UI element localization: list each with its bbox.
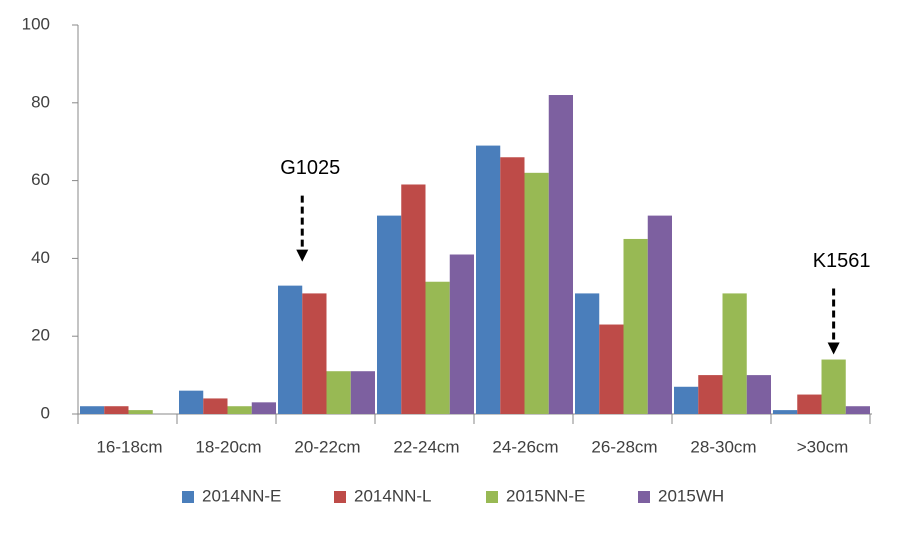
y-tick-label: 80 (31, 92, 50, 111)
bar (326, 371, 351, 414)
legend-label: 2015NN-E (506, 486, 585, 505)
bar (797, 394, 822, 414)
bar (647, 215, 672, 414)
x-tick-label: 16-18cm (96, 437, 162, 456)
y-tick-label: 40 (31, 248, 50, 267)
legend-label: 2014NN-L (354, 486, 432, 505)
bar (821, 359, 846, 414)
x-tick-label: 20-22cm (294, 437, 360, 456)
bar (746, 375, 771, 414)
x-tick-label: 28-30cm (690, 437, 756, 456)
bar (575, 293, 600, 414)
bar (698, 375, 723, 414)
bar (128, 410, 153, 414)
x-tick-label: 18-20cm (195, 437, 261, 456)
bar (599, 324, 624, 414)
bar (401, 184, 426, 414)
annotation-arrowhead (296, 249, 309, 262)
legend-swatch (638, 491, 650, 503)
bar (104, 406, 129, 414)
legend-label: 2014NN-E (202, 486, 281, 505)
legend-label: 2015WH (658, 486, 724, 505)
bar (476, 145, 501, 414)
bar (425, 281, 450, 414)
bar (449, 254, 474, 414)
legend-swatch (182, 491, 194, 503)
bar (227, 406, 252, 414)
bar (251, 402, 276, 414)
y-tick-label: 20 (31, 326, 50, 345)
bar (302, 293, 327, 414)
bar (722, 293, 747, 414)
y-tick-label: 100 (22, 14, 50, 33)
bar (548, 95, 573, 415)
annotation: K1561 (813, 250, 871, 272)
bar (845, 406, 870, 414)
annotation-arrowhead (827, 342, 840, 355)
x-tick-label: >30cm (797, 437, 849, 456)
bar (623, 238, 648, 414)
bar (350, 371, 375, 414)
x-tick-label: 24-26cm (492, 437, 558, 456)
bar (500, 157, 525, 414)
bar (377, 215, 402, 414)
bar (773, 410, 798, 414)
x-tick-label: 26-28cm (591, 437, 657, 456)
annotation: G1025 (280, 157, 340, 179)
x-tick-label: 22-24cm (393, 437, 459, 456)
bar (80, 406, 105, 414)
legend-swatch (486, 491, 498, 503)
bar (278, 285, 303, 414)
bar (674, 386, 699, 414)
legend-swatch (334, 491, 346, 503)
bar (179, 390, 204, 414)
y-tick-label: 0 (41, 403, 50, 422)
bar (203, 398, 228, 414)
y-tick-label: 60 (31, 170, 50, 189)
bar (524, 172, 549, 414)
